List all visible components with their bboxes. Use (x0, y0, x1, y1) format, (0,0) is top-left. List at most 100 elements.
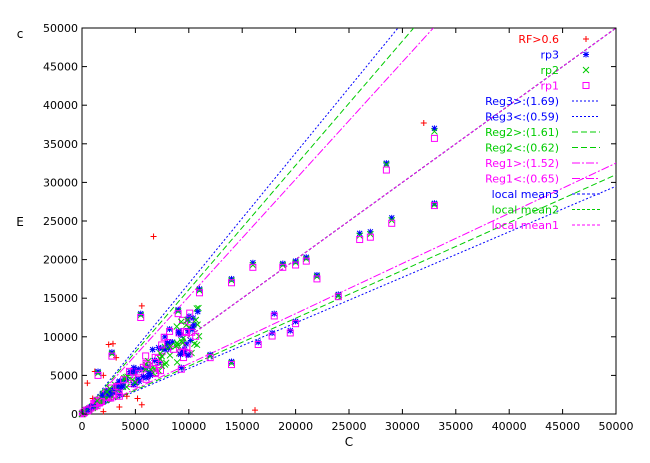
data-point (313, 275, 321, 283)
data-point (94, 369, 102, 377)
data-point (108, 352, 116, 360)
data-point (292, 318, 299, 325)
data-point (335, 291, 342, 298)
data-point (95, 368, 102, 375)
legend-label: Reg1>:(1.52) (485, 157, 559, 170)
data-point (367, 228, 374, 235)
data-point (138, 401, 145, 408)
data-point (292, 261, 300, 269)
data-point (388, 214, 395, 221)
cluster-point (111, 385, 118, 392)
legend-label: Reg3>:(1.69) (485, 95, 559, 108)
cluster-point (184, 316, 191, 324)
cluster-point (140, 373, 147, 380)
data-point (113, 354, 120, 361)
legend-label: local mean1 (492, 219, 559, 232)
data-point (137, 310, 144, 317)
cluster-point (190, 321, 197, 328)
cluster-point (166, 343, 174, 350)
data-point (196, 287, 203, 294)
legend-label: Reg1<:(0.65) (485, 173, 559, 186)
data-point (178, 364, 185, 371)
data-points (78, 119, 438, 418)
legend-label: RF>0.6 (518, 33, 559, 46)
regression-lines (82, 28, 616, 414)
cluster-point (194, 308, 201, 315)
data-point (116, 404, 123, 411)
y-axis-ticks: 0 5000 10000 15000 20000 25000 30000 35000 40000… (43, 22, 616, 421)
y-tick-label: 25000 (43, 215, 78, 228)
data-point (255, 339, 262, 346)
cluster-point (183, 340, 190, 347)
x-tick-label: 40000 (492, 420, 527, 433)
legend-symbol (582, 66, 590, 74)
data-point (109, 340, 116, 347)
data-point (206, 354, 214, 362)
data-point (228, 279, 236, 287)
data-point (382, 166, 390, 174)
cluster-point (162, 346, 169, 353)
cluster-point (149, 346, 156, 353)
data-point (137, 311, 145, 319)
cluster-point (145, 370, 152, 377)
y-tick-label: 5000 (50, 369, 78, 382)
cluster-point (99, 392, 106, 399)
cluster-point (90, 399, 98, 407)
data-point (206, 352, 214, 360)
x-tick-label: 10000 (171, 420, 206, 433)
data-point (175, 306, 182, 313)
cluster-point (191, 340, 198, 348)
cluster-point (118, 384, 125, 391)
legend-symbol (583, 51, 589, 58)
cluster-point (103, 388, 111, 396)
cluster-point (151, 357, 158, 364)
data-point (313, 273, 321, 280)
cluster-point (173, 358, 181, 366)
regression-line (82, 174, 616, 414)
cluster-point (156, 359, 163, 366)
cluster-point (119, 383, 126, 390)
x-tick-label: 0 (79, 420, 86, 433)
data-point (270, 312, 278, 320)
data-point (268, 332, 276, 340)
x-tick-label: 15000 (225, 420, 260, 433)
x-tick-label: 30000 (385, 420, 420, 433)
cluster-point (173, 323, 181, 330)
data-point (420, 119, 427, 126)
cluster-point (179, 339, 187, 347)
cluster-point (135, 369, 143, 377)
legend-label: Reg2>:(1.61) (485, 126, 559, 139)
y-tick-label: 30000 (43, 176, 78, 189)
data-point (388, 219, 396, 227)
data-point (302, 257, 310, 265)
data-point (249, 263, 257, 271)
x-tick-label: 25000 (332, 420, 367, 433)
cluster-point (144, 373, 151, 380)
data-point (249, 259, 256, 266)
data-point (431, 125, 438, 132)
cluster-point (182, 349, 190, 357)
cluster-point (132, 367, 139, 374)
data-point (105, 341, 112, 348)
data-point (195, 289, 203, 297)
regression-line (82, 28, 399, 414)
data-point (166, 327, 174, 335)
data-point (292, 320, 300, 328)
data-point (94, 371, 102, 379)
regression-line (82, 162, 616, 414)
legend-label: Reg3<:(0.59) (485, 111, 559, 124)
cluster-point (158, 341, 166, 349)
cluster-point (135, 366, 142, 373)
legend-symbol (582, 82, 590, 89)
data-point (228, 361, 236, 369)
data-point (137, 314, 145, 321)
cluster-point (175, 329, 182, 336)
y-tick-label: 15000 (43, 292, 78, 305)
y-axis-label: E (16, 215, 24, 229)
data-point (249, 261, 257, 269)
data-point (116, 391, 123, 398)
data-point (292, 259, 299, 267)
data-point (279, 261, 287, 269)
data-point (108, 350, 116, 358)
